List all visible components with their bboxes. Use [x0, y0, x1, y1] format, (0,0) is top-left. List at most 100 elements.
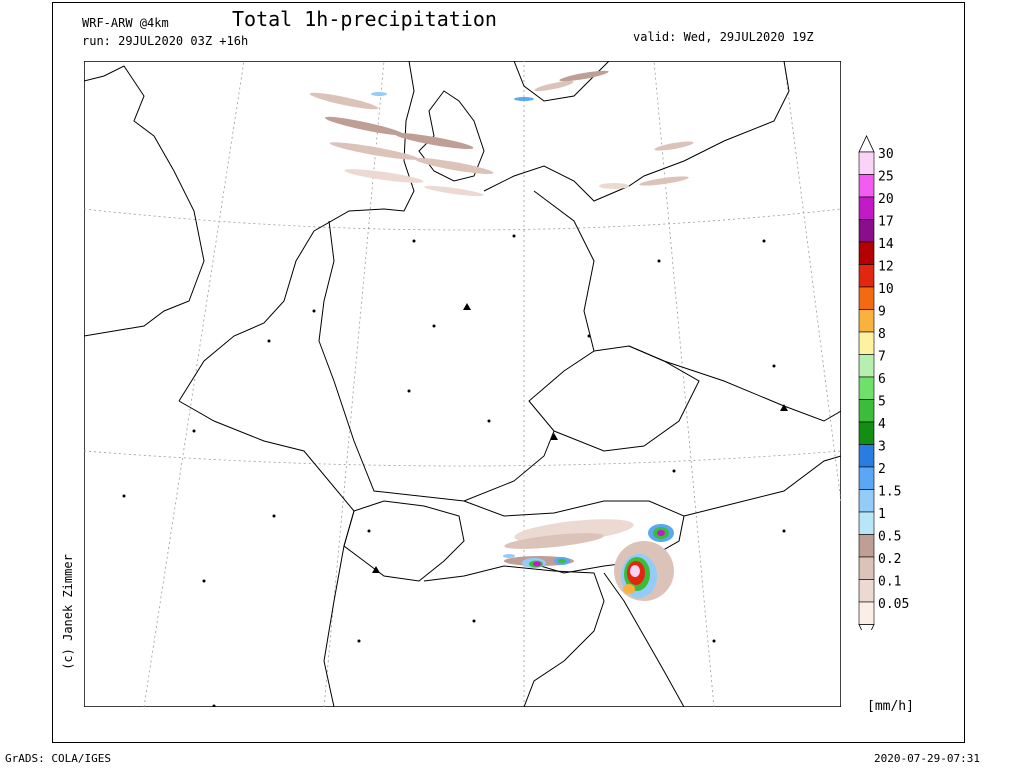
legend-level-label: 9	[878, 305, 886, 320]
border-germany	[318, 190, 595, 502]
border-france	[178, 400, 355, 707]
rain-cell	[657, 530, 665, 536]
precipitation-alps	[503, 519, 674, 601]
longitude-line	[323, 61, 385, 707]
rain-band	[371, 92, 387, 96]
mountain-marker	[780, 404, 788, 411]
legend-arrow-bottom	[858, 624, 875, 630]
city-dot	[762, 239, 766, 243]
legend-color-box	[858, 241, 875, 265]
legend-color-box	[858, 466, 875, 490]
legend-color-box	[858, 354, 875, 378]
legend-color-box	[858, 151, 875, 175]
rain-band	[414, 158, 494, 174]
city-dot	[367, 529, 371, 533]
run-label: run: 29JUL2020 03Z +16h	[82, 34, 249, 48]
rain-band	[654, 141, 694, 151]
city-dot	[412, 239, 416, 243]
legend-color-box	[858, 511, 875, 535]
border-hungary	[683, 455, 841, 517]
legend-color-box	[858, 264, 875, 288]
legend-color-box	[858, 489, 875, 513]
city-dot	[272, 514, 276, 518]
legend-unit: [mm/h]	[867, 699, 914, 714]
legend-level-label: 7	[878, 350, 886, 365]
precipitation-legend: 30 25 20 17 14 12 10 9 8 7 6 5 4 3 2 1.5 1 0.5 0.2 0.1 0.05	[858, 135, 909, 630]
legend-level-label: 0.2	[878, 552, 901, 567]
map-border	[84, 61, 841, 707]
city-dot	[587, 334, 591, 338]
legend-color-bar	[858, 135, 875, 630]
city-dot	[712, 639, 716, 643]
city-dot	[407, 389, 411, 393]
coastline-italy	[423, 565, 605, 707]
legend-level-label: 0.1	[878, 575, 901, 590]
legend-color-box	[858, 579, 875, 603]
legend-color-box	[858, 309, 875, 333]
city-dot	[212, 704, 216, 707]
legend-level-label: 6	[878, 372, 886, 387]
legend-level-label: 1.5	[878, 485, 901, 500]
city-dot	[782, 529, 786, 533]
author-credit: (c) Janek Zimmer	[61, 554, 75, 670]
city-dot	[512, 234, 516, 238]
legend-level-label: 3	[878, 440, 886, 455]
legend-level-label: 25	[878, 170, 894, 185]
mountain-marker	[372, 566, 380, 573]
legend-color-box	[858, 421, 875, 445]
rain-band	[324, 116, 404, 136]
coastline-denmark	[418, 90, 485, 182]
rain-band	[559, 70, 609, 82]
rain-band	[504, 533, 604, 549]
legend-level-label: 1	[878, 507, 886, 522]
legend-color-box	[858, 601, 875, 625]
rain-band	[394, 133, 474, 149]
creation-timestamp: 2020-07-29-07:31	[874, 752, 980, 765]
city-dot	[487, 419, 491, 423]
border-switzerland	[343, 500, 465, 582]
city-dot	[772, 364, 776, 368]
legend-level-label: 14	[878, 237, 894, 252]
coastline-baltic	[483, 61, 790, 202]
city-dot	[312, 309, 316, 313]
legend-color-box	[858, 376, 875, 400]
legend-arrow-top	[858, 135, 875, 153]
coastline-britain	[84, 65, 205, 337]
precipitation-north	[309, 70, 694, 197]
mountain-marker	[550, 433, 558, 440]
legend-level-label: 0.05	[878, 597, 909, 612]
city-dot	[472, 619, 476, 623]
rain-cell	[630, 565, 640, 577]
legend-level-label: 2	[878, 462, 886, 477]
coastline-adriatic	[603, 572, 685, 707]
legend-labels: 30 25 20 17 14 12 10 9 8 7 6 5 4 3 2 1.5 1 0.5 0.2 0.1 0.05	[878, 147, 909, 612]
city-dot	[357, 639, 361, 643]
legend-level-label: 5	[878, 395, 886, 410]
valid-time-label: valid: Wed, 29JUL2020 19Z	[633, 30, 814, 44]
latitude-line	[84, 208, 841, 231]
city-dot	[122, 494, 126, 498]
rain-band	[424, 185, 484, 197]
longitude-line	[783, 61, 841, 502]
legend-color-box	[858, 534, 875, 558]
legend-level-label: 0.5	[878, 530, 901, 545]
legend-level-label: 10	[878, 282, 894, 297]
city-dot	[672, 469, 676, 473]
longitude-line	[143, 61, 245, 707]
legend-color-box	[858, 556, 875, 580]
legend-color-box	[858, 399, 875, 423]
mountain-marker	[463, 303, 471, 310]
rain-band	[639, 176, 689, 186]
legend-level-label: 4	[878, 417, 886, 432]
precipitation-map	[84, 61, 841, 707]
legend-color-box	[858, 331, 875, 355]
rain-band	[344, 169, 424, 183]
legend-color-box	[858, 174, 875, 198]
rain-band	[329, 142, 419, 160]
legend-color-box	[858, 196, 875, 220]
legend-level-label: 8	[878, 327, 886, 342]
city-dot	[202, 579, 206, 583]
rain-cell	[558, 559, 566, 563]
legend-level-label: 17	[878, 215, 894, 230]
rain-band	[534, 80, 574, 92]
